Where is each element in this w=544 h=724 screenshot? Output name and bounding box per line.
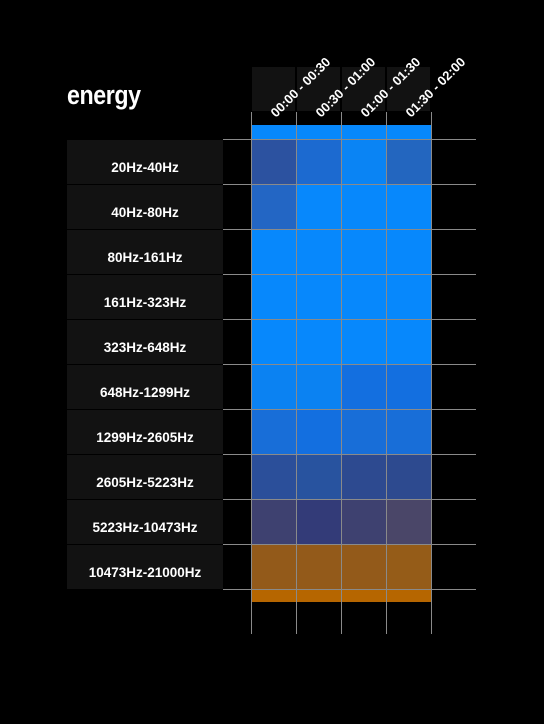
heatmap-cell — [251, 230, 296, 275]
heatmap-cell — [296, 230, 341, 275]
heatmap-cell — [341, 365, 386, 410]
heatmap-cell — [386, 275, 431, 320]
heatmap-cell — [341, 455, 386, 500]
heatmap-cell — [251, 140, 296, 185]
heatmap-cell — [386, 545, 431, 590]
heatmap-cell — [296, 320, 341, 365]
heatmap-cell — [296, 140, 341, 185]
heatmap-cell — [296, 410, 341, 455]
heatmap-cell — [341, 500, 386, 545]
heatmap-cell — [386, 320, 431, 365]
heatmap-cell — [386, 455, 431, 500]
heatmap-cell — [296, 365, 341, 410]
heatmap-cell — [386, 185, 431, 230]
heatmap-cell — [341, 275, 386, 320]
heatmap-cell — [251, 500, 296, 545]
heatmap-cell — [296, 275, 341, 320]
heatmap-cell — [251, 410, 296, 455]
heatmap-cell — [386, 230, 431, 275]
heatmap-cell — [296, 455, 341, 500]
heatmap-cell — [341, 140, 386, 185]
heatmap-cell — [251, 320, 296, 365]
heatmap-cell — [251, 545, 296, 590]
heatmap-cell — [296, 500, 341, 545]
heatmap-cell — [251, 185, 296, 230]
heatmap-cell — [296, 545, 341, 590]
heatmap-cell — [386, 365, 431, 410]
heatmap-cell — [386, 140, 431, 185]
heatmap-cell — [386, 500, 431, 545]
heatmap-cell — [341, 185, 386, 230]
heatmap-cell — [251, 275, 296, 320]
heatmap-cell — [386, 410, 431, 455]
heatmap-cell — [341, 545, 386, 590]
heatmap-cell — [251, 455, 296, 500]
heatmap-cell — [251, 365, 296, 410]
heatmap-cell — [341, 410, 386, 455]
heatmap-cell — [341, 230, 386, 275]
heatmap-cell — [296, 185, 341, 230]
heatmap-cell — [341, 320, 386, 365]
